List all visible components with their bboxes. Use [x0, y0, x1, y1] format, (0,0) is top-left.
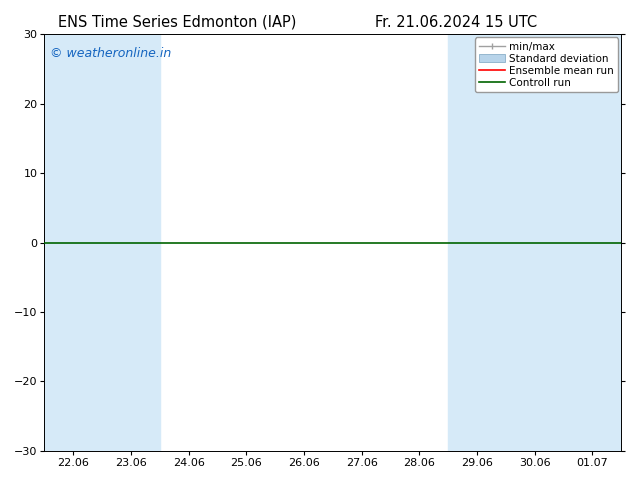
- Bar: [44, 34, 102, 451]
- Bar: [102, 34, 160, 451]
- Text: ENS Time Series Edmonton (IAP): ENS Time Series Edmonton (IAP): [58, 15, 297, 30]
- Bar: [506, 34, 564, 451]
- Legend: min/max, Standard deviation, Ensemble mean run, Controll run: min/max, Standard deviation, Ensemble me…: [475, 37, 618, 92]
- Text: © weatheronline.in: © weatheronline.in: [50, 47, 171, 60]
- Bar: [564, 34, 621, 451]
- Text: Fr. 21.06.2024 15 UTC: Fr. 21.06.2024 15 UTC: [375, 15, 538, 30]
- Bar: [448, 34, 506, 451]
